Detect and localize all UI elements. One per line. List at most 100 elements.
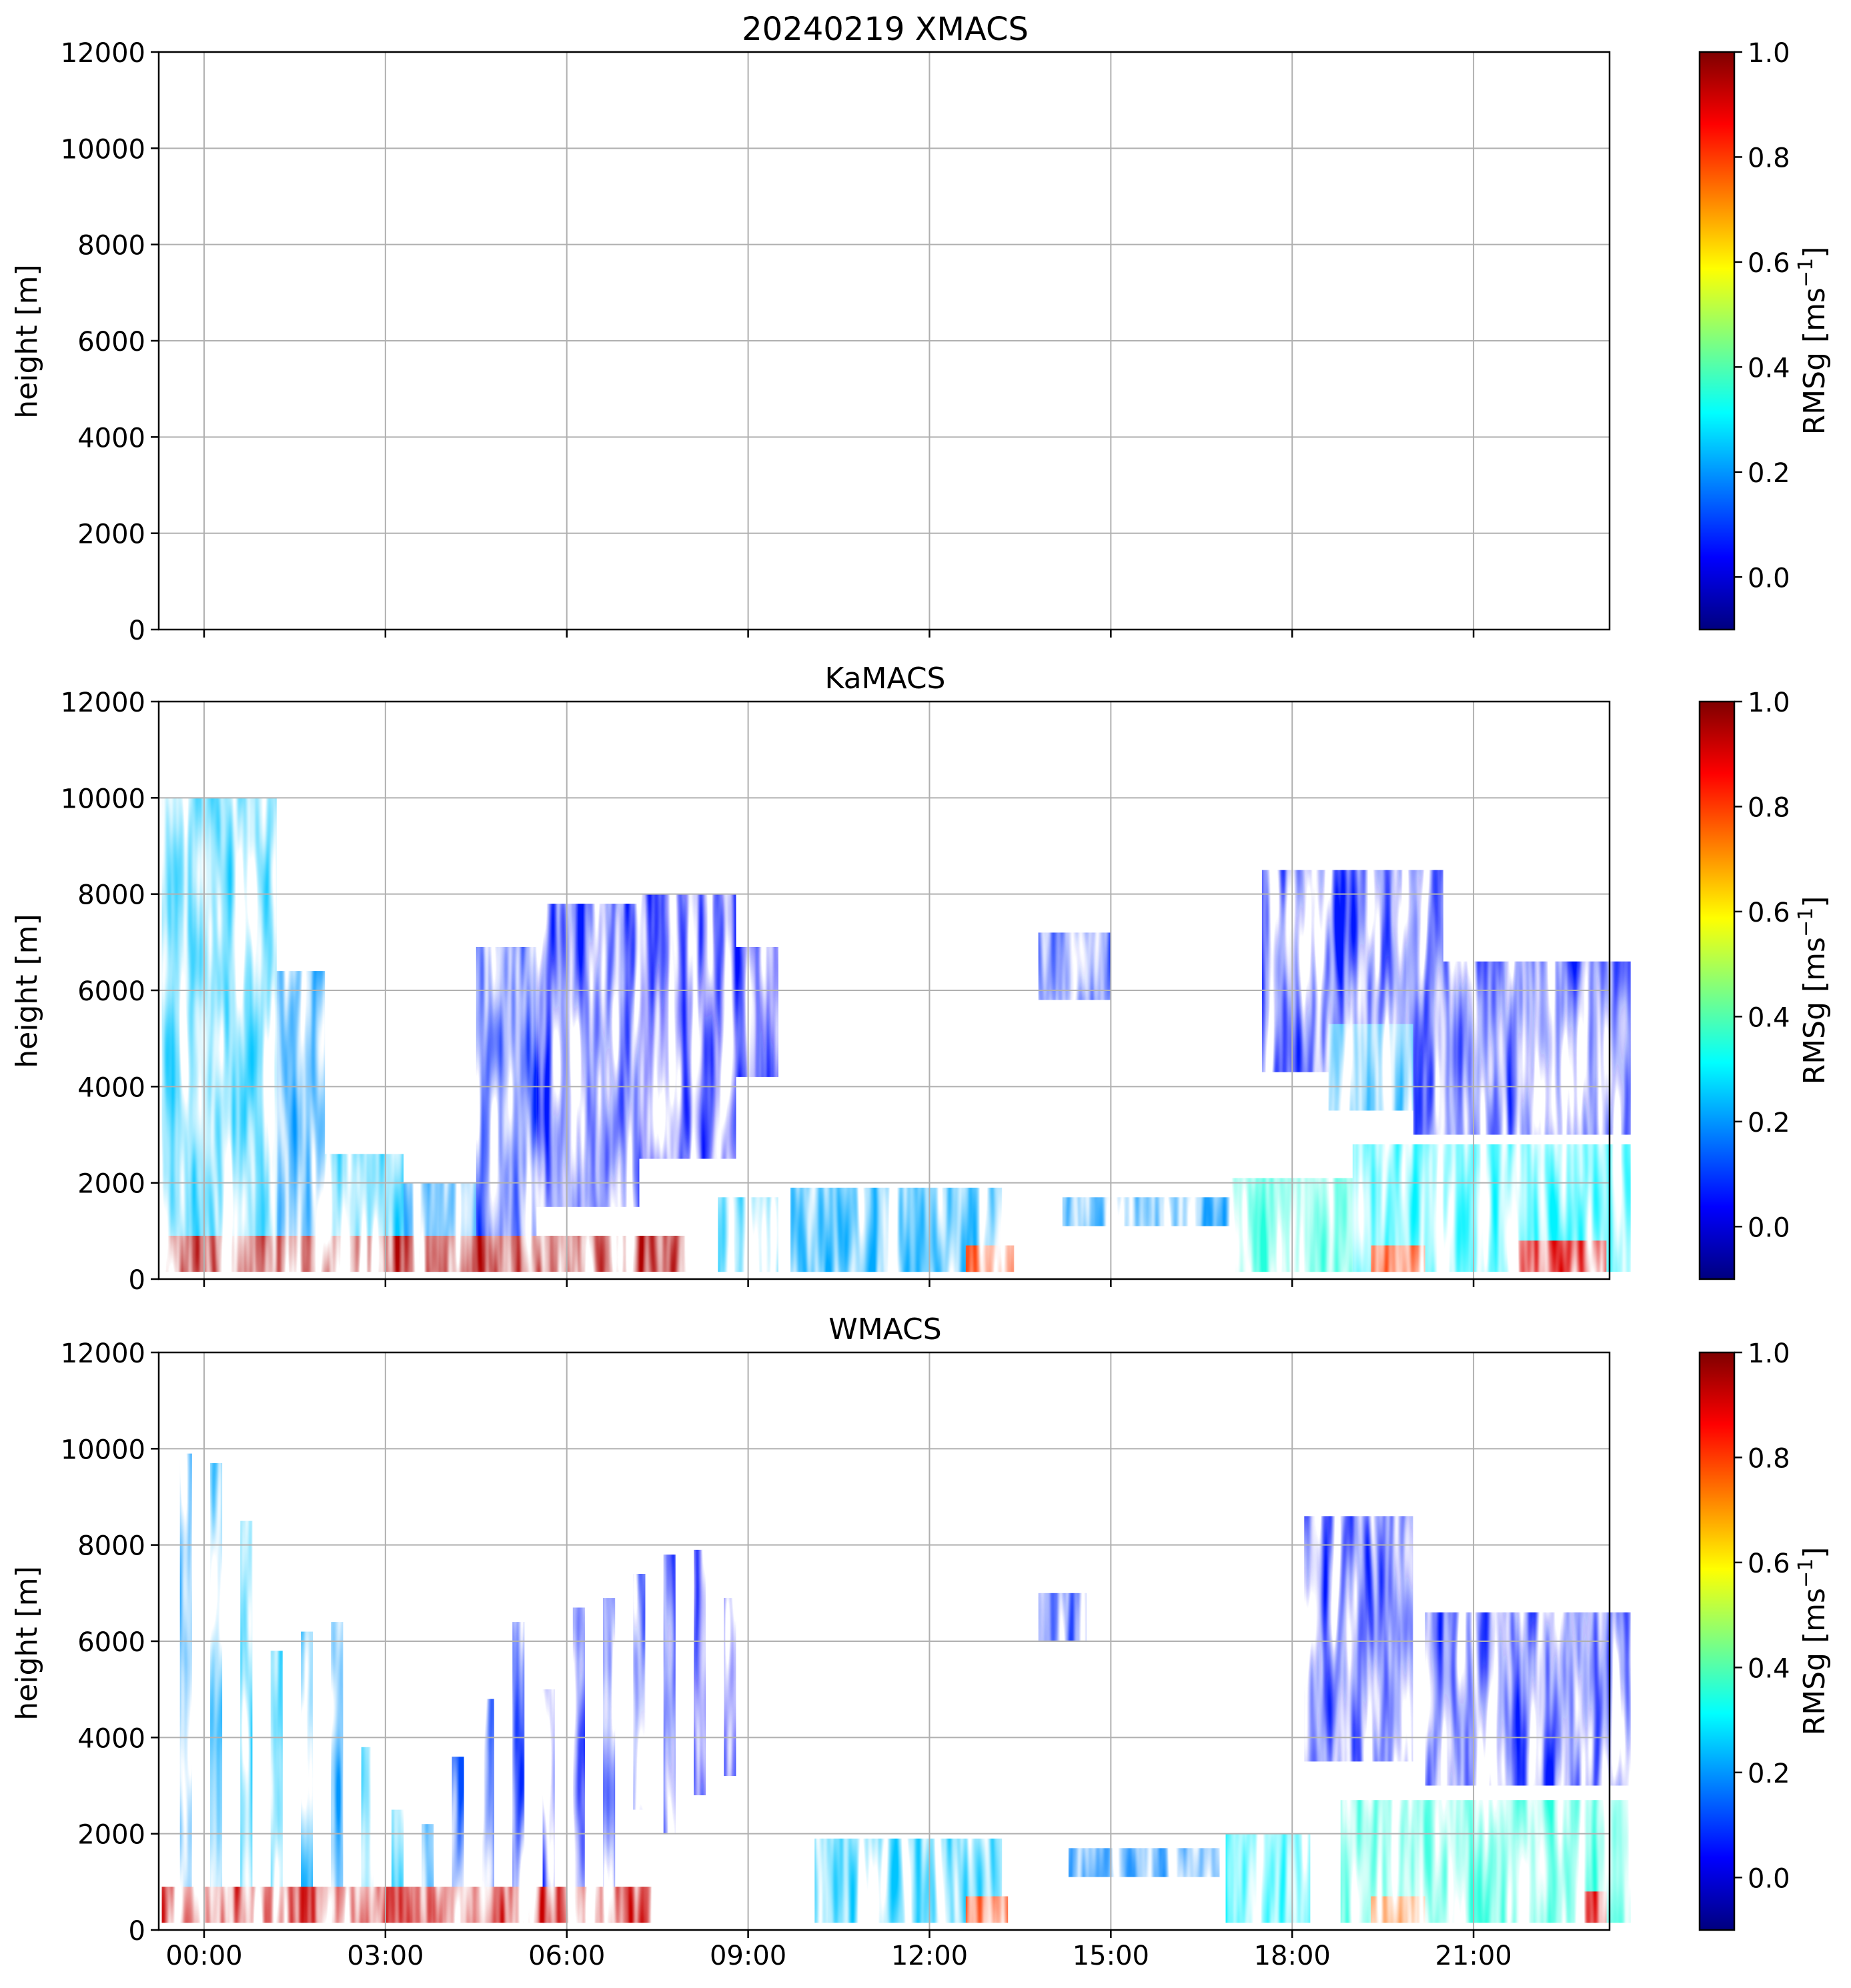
data-region (476, 947, 537, 1272)
y-tick-label: 2000 (77, 1820, 145, 1851)
colorbar-label-end: ] (1798, 896, 1832, 908)
colorbar-label: RMSg [ms−1] (1794, 247, 1832, 435)
colorbar: 0.0 0.2 0.4 0.6 0.8 1.0 RMSg [ms−1] (1698, 688, 1832, 1280)
data-region (724, 1598, 736, 1777)
y-tick-label: 6000 (77, 976, 145, 1007)
data-region (1062, 1197, 1232, 1226)
colorbar-label-end: ] (1798, 1547, 1832, 1559)
colorbar-tick-label: 0.4 (1748, 1653, 1790, 1684)
panel-kamacs: KaMACS 0 2000 4000 6000 8000 10000 12000 heigh… (10, 662, 1832, 1296)
y-tick-label: 8000 (77, 1531, 145, 1562)
colorbar-tick-label: 0.2 (1748, 1759, 1790, 1789)
data-region (276, 971, 326, 1272)
x-tick-label: 09:00 (710, 1941, 786, 1971)
colorbar-label-main: RMSg [ms (1798, 937, 1832, 1084)
colorbar-tick-label: 0.2 (1748, 458, 1790, 489)
colorbar-gradient (1698, 51, 1736, 631)
data-region (161, 1236, 688, 1272)
colorbar-tick-label: 0.4 (1748, 353, 1790, 383)
data-region (161, 798, 277, 1272)
plot-area: 0 2000 4000 6000 8000 10000 12000 00:00 03:00 06:… (61, 1338, 1631, 1971)
data-region (663, 1555, 676, 1834)
colorbar-label-main: RMSg [ms (1798, 287, 1832, 435)
data-region (542, 1689, 555, 1923)
panel-title: KaMACS (825, 662, 946, 696)
panel-title: 20240219 XMACS (742, 11, 1029, 48)
data-region (572, 1607, 585, 1923)
y-tick-label: 8000 (77, 231, 145, 261)
colorbar: 0.0 0.2 0.4 0.6 0.8 1.0 RMSg [ms−1] (1698, 38, 1832, 631)
y-axis-label: height [m] (10, 914, 44, 1068)
data-region (210, 1463, 223, 1923)
data-region (1038, 1593, 1087, 1641)
data-region (512, 1622, 525, 1923)
colorbar-gradient (1698, 700, 1736, 1280)
data-region (1582, 1891, 1607, 1923)
colorbar-label-end: ] (1798, 247, 1832, 258)
y-tick-label: 4000 (77, 1723, 145, 1754)
data-region (1413, 961, 1631, 1135)
colorbar-tick-label: 0.6 (1748, 248, 1790, 279)
colorbar-tick-label: 1.0 (1748, 1338, 1790, 1369)
y-tick-label: 12000 (61, 1338, 145, 1369)
y-tick-label: 6000 (77, 327, 145, 357)
panel-wmacs: WMACS 0 2000 4000 6000 8000 10000 12000 00:00 03… (10, 1312, 1832, 1971)
data-region (301, 1631, 314, 1923)
data-region (965, 1245, 1015, 1272)
y-tick-label: 2000 (77, 1169, 145, 1200)
colorbar-tick-label: 1.0 (1748, 688, 1790, 718)
data-region (633, 1574, 646, 1810)
y-tick-label: 12000 (61, 688, 145, 718)
y-tick-label: 2000 (77, 520, 145, 550)
y-tick-label: 10000 (61, 784, 145, 814)
data-region (603, 1598, 616, 1923)
y-tick-label: 12000 (61, 38, 145, 69)
data-region (452, 1757, 464, 1923)
data-region (361, 1747, 374, 1923)
colorbar-tick-label: 0.6 (1748, 1549, 1790, 1579)
y-tick-label: 4000 (77, 1072, 145, 1103)
data-region (694, 1549, 706, 1795)
x-tick-label: 03:00 (347, 1941, 424, 1971)
panel-title: WMACS (828, 1312, 941, 1346)
data-region (161, 1887, 652, 1923)
data-region (482, 1699, 494, 1923)
y-axis-label: height [m] (10, 1566, 44, 1720)
data-region (965, 1896, 1009, 1923)
data-region (639, 894, 736, 1159)
data-region (1304, 1516, 1413, 1762)
data-region (1371, 1245, 1425, 1272)
data-layer (161, 798, 1631, 1272)
y-tick-label: 0 (129, 1916, 145, 1947)
x-tick-label: 12:00 (891, 1941, 968, 1971)
y-tick-label: 0 (129, 1265, 145, 1296)
colorbar-label-sup: −1 (1794, 1559, 1818, 1588)
x-tick-label: 06:00 (528, 1941, 605, 1971)
y-tick-label: 0 (129, 616, 145, 646)
colorbar-gradient (1698, 1351, 1736, 1931)
colorbar-tick-label: 0.0 (1748, 563, 1790, 594)
x-tick-label: 18:00 (1254, 1941, 1331, 1971)
colorbar-label-sup: −1 (1794, 908, 1818, 937)
colorbar-tick-label: 0.8 (1748, 143, 1790, 173)
colorbar-label-sup: −1 (1794, 258, 1818, 287)
colorbar-label: RMSg [ms−1] (1794, 1547, 1832, 1736)
panel-xmacs: 20240219 XMACS 0 2000 4000 6000 8000 10000 120… (10, 11, 1832, 646)
y-tick-label: 8000 (77, 880, 145, 911)
colorbar-tick-label: 1.0 (1748, 38, 1790, 69)
data-region (1068, 1848, 1220, 1877)
plot-area: 0 2000 4000 6000 8000 10000 12000 (61, 688, 1631, 1296)
colorbar-tick-label: 0.2 (1748, 1108, 1790, 1138)
grid (159, 51, 1610, 630)
colorbar-label-main: RMSg [ms (1798, 1588, 1832, 1735)
colorbar: 0.0 0.2 0.4 0.6 0.8 1.0 RMSg [ms−1] (1698, 1338, 1832, 1931)
data-region (1328, 1024, 1413, 1111)
data-region (179, 1453, 192, 1923)
y-tick-label: 10000 (61, 1434, 145, 1465)
plot-area: 0 2000 4000 6000 8000 10000 12000 (61, 38, 1611, 646)
data-region (1515, 1240, 1607, 1272)
colorbar-tick-label: 0.4 (1748, 1002, 1790, 1033)
colorbar-tick-label: 0.8 (1748, 1443, 1790, 1474)
data-region (536, 904, 640, 1207)
